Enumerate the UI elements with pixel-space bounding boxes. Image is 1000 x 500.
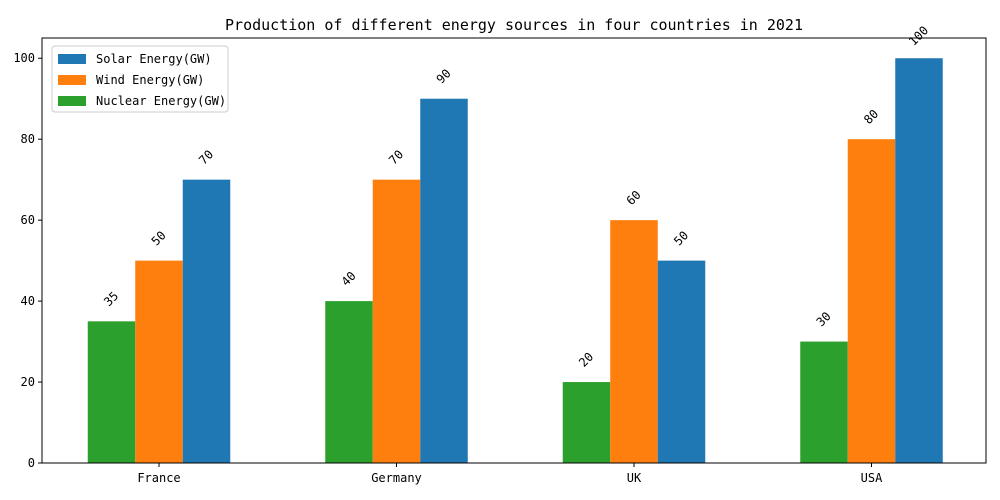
x-tick-label: France bbox=[137, 471, 180, 485]
x-tick-label: Germany bbox=[371, 471, 422, 485]
x-tick-label: USA bbox=[861, 471, 883, 485]
y-tick-label: 20 bbox=[21, 375, 35, 389]
legend-swatch bbox=[58, 75, 86, 85]
data-label: 100 bbox=[906, 23, 931, 48]
data-label: 90 bbox=[434, 66, 454, 86]
data-label: 50 bbox=[671, 228, 691, 248]
bar-usa-3 bbox=[895, 58, 943, 464]
legend-swatch bbox=[58, 96, 86, 106]
data-label: 35 bbox=[101, 289, 121, 309]
data-label: 70 bbox=[196, 147, 216, 167]
bar-uk-3 bbox=[657, 260, 706, 463]
plot-frame bbox=[41, 37, 987, 464]
bar-france-1 bbox=[87, 321, 136, 463]
legend: Solar Energy(GW) Wind Energy(GW) Nuclear E… bbox=[51, 45, 229, 113]
data-label: 50 bbox=[149, 228, 169, 248]
bar-france-3 bbox=[182, 179, 231, 464]
bar-germany-3 bbox=[420, 98, 468, 464]
data-label: 60 bbox=[624, 188, 644, 208]
bar-germany-2 bbox=[372, 179, 421, 464]
x-tick-label: UK bbox=[627, 471, 642, 485]
bar-uk-1 bbox=[562, 382, 611, 463]
legend-box bbox=[51, 45, 229, 113]
bar-france-2 bbox=[135, 260, 183, 463]
bars-group bbox=[87, 58, 943, 464]
legend-label: Nuclear Energy(GW) bbox=[96, 94, 226, 108]
legend-label: Solar Energy(GW) bbox=[96, 52, 212, 66]
legend-swatch bbox=[58, 54, 86, 64]
chart-title: Production of different energy sources i… bbox=[225, 16, 803, 34]
y-tick-label: 80 bbox=[21, 132, 35, 146]
axes-group: France Germany UK USA 0 20 40 60 80 100 bbox=[13, 37, 987, 485]
bar-uk-2 bbox=[610, 220, 658, 463]
bar-germany-1 bbox=[325, 301, 373, 463]
y-tick-label: 100 bbox=[13, 51, 35, 65]
data-label: 70 bbox=[386, 147, 406, 167]
y-tick-label: 0 bbox=[28, 456, 35, 470]
bar-usa-1 bbox=[800, 341, 848, 463]
data-label: 40 bbox=[339, 269, 359, 289]
y-tick-label: 60 bbox=[21, 213, 35, 227]
data-label: 30 bbox=[814, 309, 834, 329]
data-label: 20 bbox=[576, 350, 596, 370]
y-tick-label: 40 bbox=[21, 294, 35, 308]
data-label: 80 bbox=[861, 107, 881, 127]
bar-usa-2 bbox=[847, 139, 896, 463]
legend-label: Wind Energy(GW) bbox=[96, 73, 204, 87]
